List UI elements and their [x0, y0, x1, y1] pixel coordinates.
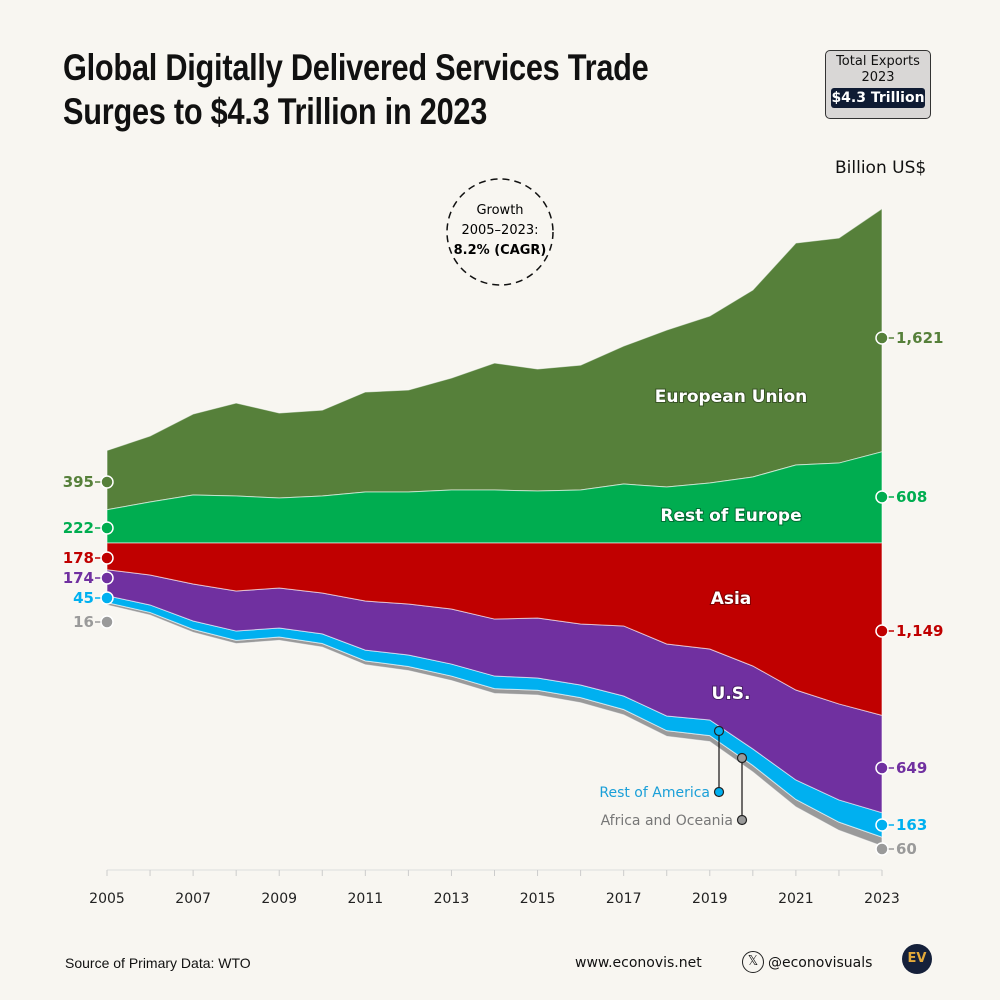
x-tick-label: 2017 [606, 891, 642, 907]
start-dot-u-s- [100, 571, 114, 585]
x-tick-label: 2011 [348, 891, 384, 907]
growth-circle [446, 178, 554, 286]
title-line-2: Surges to $4.3 Trillion in 2023 [63, 91, 488, 132]
series-label-european-union: European Union [655, 387, 808, 407]
callout-dot [736, 752, 748, 764]
x-tick-label: 2013 [434, 891, 470, 907]
end-value-european-union: 1,621 [896, 329, 943, 347]
x-tick-label: 2019 [692, 891, 728, 907]
end-value-rest-of-america: 163 [896, 816, 927, 834]
website-link[interactable]: www.econovis.net [575, 955, 702, 971]
start-value-u-s-: 174 [63, 569, 94, 587]
end-dot-asia [875, 624, 889, 638]
x-tick-label: 2009 [261, 891, 297, 907]
start-dot-european-union [100, 475, 114, 489]
area-asia [106, 542, 883, 716]
callout-label-africa-and-oceania: Africa and Oceania [601, 813, 733, 829]
badge-label: Total Exports [836, 54, 920, 69]
x-tick-label: 2015 [520, 891, 556, 907]
start-value-rest-of-europe: 222 [63, 519, 94, 537]
growth-callout: Growth 2005–2023: 8.2% (CAGR) [446, 178, 554, 286]
start-dot-rest-of-europe [100, 521, 114, 535]
end-dot-rest-of-america [875, 818, 889, 832]
start-value-rest-of-america: 45 [73, 589, 94, 607]
badge-year: 2023 [861, 70, 895, 85]
x-tick-label: 2007 [175, 891, 211, 907]
callout-dot [736, 814, 748, 826]
badge-value: $4.3 Trillion [831, 88, 925, 108]
end-dot-rest-of-europe [875, 490, 889, 504]
end-dot-european-union [875, 331, 889, 345]
source-note: Source of Primary Data: WTO [65, 955, 251, 971]
callout-dot [713, 786, 725, 798]
series-label-rest-of-europe: Rest of Europe [660, 506, 801, 526]
end-value-asia: 1,149 [896, 622, 943, 640]
end-value-rest-of-europe: 608 [896, 488, 927, 506]
start-dot-asia [100, 551, 114, 565]
series-label-u-s-: U.S. [712, 684, 751, 704]
unit-label: Billion US$ [835, 158, 927, 178]
series-label-asia: Asia [711, 589, 752, 609]
end-dot-u-s- [875, 761, 889, 775]
callout-dot [713, 725, 725, 737]
title-line-1: Global Digitally Delivered Services Trad… [63, 47, 649, 88]
start-value-asia: 178 [63, 549, 94, 567]
end-value-u-s-: 649 [896, 759, 927, 777]
x-logo-icon: 𝕏 [742, 951, 764, 973]
social-handle[interactable]: @econovisuals [768, 955, 873, 971]
end-dot-africa-and-oceania [875, 842, 889, 856]
x-tick-label: 2023 [864, 891, 900, 907]
end-value-africa-and-oceania: 60 [896, 840, 917, 858]
chart-title: Global Digitally Delivered Services Trad… [63, 46, 649, 134]
start-dot-rest-of-america [100, 591, 114, 605]
econovis-logo: EV [902, 944, 932, 974]
total-exports-badge: Total Exports 2023 $4.3 Trillion [825, 50, 931, 119]
x-tick-label: 2005 [89, 891, 125, 907]
growth-line-2: 2005–2023: [461, 223, 538, 238]
start-dot-africa-and-oceania [100, 615, 114, 629]
growth-line-3: 8.2% (CAGR) [454, 243, 547, 258]
growth-line-1: Growth [476, 203, 523, 218]
start-value-africa-and-oceania: 16 [73, 613, 94, 631]
start-value-european-union: 395 [63, 473, 94, 491]
callout-label-rest-of-america: Rest of America [599, 785, 710, 801]
x-tick-label: 2021 [778, 891, 814, 907]
